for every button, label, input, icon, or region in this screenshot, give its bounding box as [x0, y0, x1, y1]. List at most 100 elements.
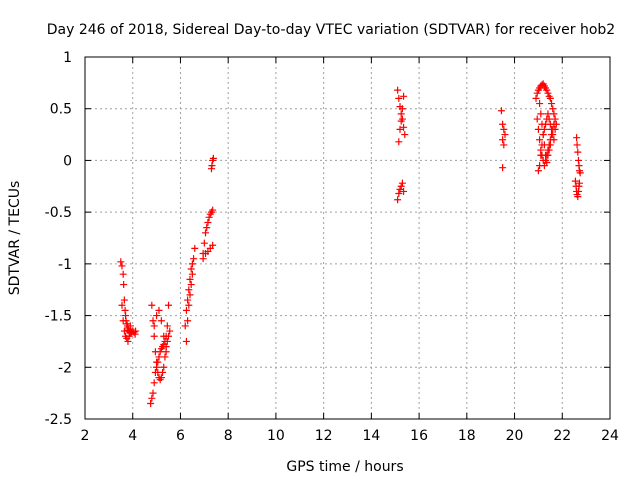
data-point: [398, 105, 406, 113]
data-point: [400, 123, 408, 131]
data-point: [118, 262, 126, 270]
data-point: [118, 301, 126, 309]
data-point: [400, 92, 408, 100]
data-point: [150, 379, 158, 387]
data-point: [551, 115, 559, 123]
x-tick-label: 10: [267, 428, 285, 444]
data-point: [536, 136, 544, 144]
data-point: [543, 86, 551, 94]
data-point: [536, 162, 544, 170]
data-point: [539, 131, 547, 139]
data-point: [397, 110, 405, 118]
data-point: [119, 270, 127, 278]
data-point: [499, 164, 507, 172]
data-point: [395, 138, 403, 146]
y-tick-labels: -2.5 -2 -1.5 -1 -0.5 0 0.5 1: [45, 50, 72, 428]
data-point: [120, 327, 128, 335]
data-point: [543, 158, 551, 166]
y-tick-label: 1: [63, 50, 72, 66]
data-point: [186, 275, 194, 283]
y-tick-label: -2.5: [45, 412, 72, 428]
data-point: [546, 120, 554, 128]
data-point: [533, 89, 541, 97]
data-point: [161, 353, 169, 361]
data-point: [124, 337, 132, 345]
data-point: [576, 169, 584, 177]
x-tick-label: 16: [410, 428, 428, 444]
data-point: [120, 281, 128, 289]
data-point: [155, 353, 163, 361]
x-tick-label: 4: [128, 428, 137, 444]
data-point: [202, 229, 210, 237]
y-tick-label: -2: [58, 360, 72, 376]
data-point: [155, 306, 163, 314]
data-point: [157, 374, 165, 382]
data-point: [394, 196, 402, 204]
data-point: [153, 312, 161, 320]
y-tick-label: -1.5: [45, 309, 72, 325]
data-point: [191, 244, 199, 252]
data-point: [184, 317, 192, 325]
y-tick-label: -1: [58, 257, 72, 273]
data-point: [544, 89, 552, 97]
data-point: [500, 141, 508, 149]
data-point: [548, 100, 556, 108]
data-point: [185, 301, 193, 309]
data-point: [205, 213, 213, 221]
data-point: [500, 125, 508, 133]
data-point: [160, 363, 168, 371]
x-tick-label: 20: [506, 428, 524, 444]
data-point: [544, 110, 552, 118]
data-point: [536, 100, 544, 108]
data-point: [549, 131, 557, 139]
chart-title: Day 246 of 2018, Sidereal Day-to-day VTE…: [47, 22, 615, 38]
data-point: [148, 301, 156, 309]
data-point: [162, 348, 170, 356]
data-point: [204, 218, 212, 226]
data-point: [117, 258, 125, 266]
data-point: [187, 265, 195, 273]
x-tick-label: 24: [601, 428, 619, 444]
data-point: [545, 146, 553, 154]
x-axis-label: GPS time / hours: [286, 459, 403, 475]
data-point: [397, 117, 405, 125]
data-point: [401, 131, 409, 139]
data-point: [397, 182, 405, 190]
data-points: [117, 80, 584, 407]
data-point: [149, 389, 157, 397]
data-point: [550, 136, 558, 144]
data-point: [549, 105, 557, 113]
data-point: [163, 322, 171, 330]
data-point: [185, 286, 193, 294]
data-point: [574, 148, 582, 156]
data-point: [209, 241, 217, 249]
data-point: [209, 206, 217, 214]
y-tick-label: 0.5: [50, 102, 72, 118]
data-point: [151, 348, 159, 356]
data-point: [182, 337, 190, 345]
data-point: [532, 94, 540, 102]
data-point: [501, 131, 509, 139]
data-point: [400, 187, 408, 195]
data-point: [550, 110, 558, 118]
data-point: [499, 120, 507, 128]
data-point: [186, 291, 194, 299]
data-point: [120, 296, 128, 304]
data-point: [497, 107, 505, 115]
data-point: [395, 190, 403, 198]
data-point: [165, 301, 173, 309]
data-point: [548, 125, 556, 133]
data-point: [209, 154, 217, 162]
x-tick-label: 6: [176, 428, 185, 444]
data-point: [181, 322, 189, 330]
data-point: [574, 193, 582, 201]
y-tick-label: -0.5: [45, 205, 72, 221]
x-tick-label: 12: [315, 428, 333, 444]
data-point: [534, 125, 542, 133]
data-point: [203, 224, 211, 232]
data-point: [163, 337, 171, 345]
data-point: [148, 394, 156, 402]
data-point: [537, 110, 545, 118]
data-point: [540, 141, 548, 149]
data-point: [190, 255, 198, 263]
